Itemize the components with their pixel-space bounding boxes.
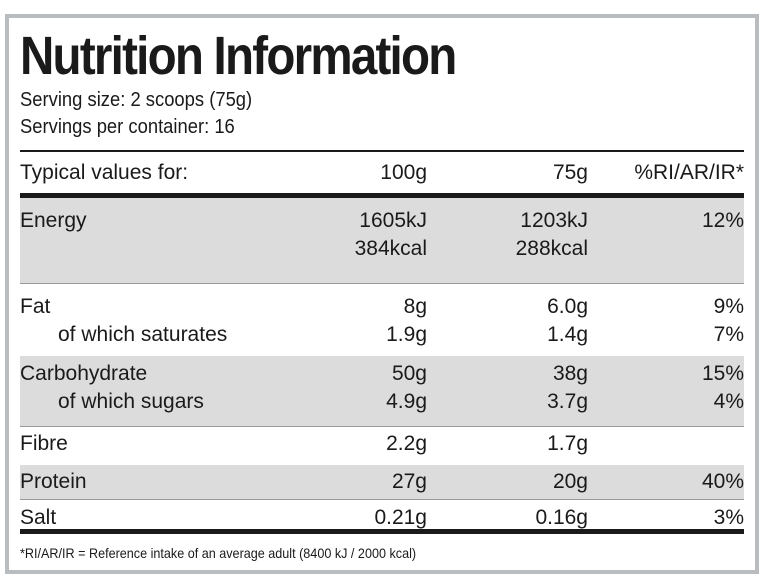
energy-100g-kcal: 384kcal [354,237,427,260]
carbohydrate-75g: 38g [552,362,588,385]
energy-100g-kj: 1605kJ [359,209,427,232]
header-top-rule [20,150,744,152]
row-divider [20,283,744,284]
saturates-label: of which saturates [58,323,228,346]
sugars-ri: 4% [713,390,744,413]
salt-75g: 0.16g [535,506,588,529]
carbohydrate-label: Carbohydrate [20,362,148,385]
fibre-label: Fibre [20,432,68,455]
sugars-label: of which sugars [58,390,204,413]
table-row-energy: Energy 1605kJ 384kcal 1203kJ 288kcal 12% [20,198,744,283]
saturates-75g: 1.4g [547,323,588,346]
table-row-salt: Salt 0.21g 0.16g 3% [20,500,744,529]
table-row-protein: Protein 27g 20g 40% [20,465,744,499]
saturates-100g: 1.9g [386,323,427,346]
fat-label: Fat [20,295,51,318]
protein-ri: 40% [701,470,744,493]
saturates-ri: 7% [713,323,744,346]
sugars-75g: 3.7g [547,390,588,413]
header-bottom-rule [20,193,744,198]
header-label: Typical values for: [20,161,189,184]
fibre-75g: 1.7g [547,432,588,455]
energy-75g-kcal: 288kcal [515,237,588,260]
table-row-carbohydrate: Carbohydrate 50g 38g 15% of which sugars… [20,356,744,426]
header-75g: 75g [552,161,588,184]
header-ri: %RI/AR/IR* [634,161,744,184]
carbohydrate-100g: 50g [391,362,427,385]
page-title: Nutrition Information [20,26,457,86]
row-divider [20,499,744,500]
fibre-100g: 2.2g [386,432,427,455]
fat-ri: 9% [713,295,744,318]
table-bottom-rule [20,529,744,534]
servings-per-container: Servings per container: 16 [20,116,235,138]
energy-ri: 12% [701,209,744,232]
protein-label: Protein [20,470,87,493]
fat-75g: 6.0g [547,295,588,318]
nutrition-label: Nutrition Information Serving size: 2 sc… [5,14,759,574]
energy-label: Energy [20,209,87,232]
energy-75g-kj: 1203kJ [520,209,588,232]
footnote: *RI/AR/IR = Reference intake of an avera… [20,545,417,561]
table-row-fibre: Fibre 2.2g 1.7g [20,427,744,465]
table-row-fat: Fat 8g 6.0g 9% of which saturates 1.9g 1… [20,284,744,356]
carbohydrate-ri: 15% [701,362,744,385]
sugars-100g: 4.9g [386,390,427,413]
nutrition-label-content: Nutrition Information Serving size: 2 sc… [20,18,744,570]
serving-size: Serving size: 2 scoops (75g) [20,89,253,111]
salt-100g: 0.21g [374,506,427,529]
protein-75g: 20g [552,470,588,493]
salt-label: Salt [20,506,57,529]
row-divider [20,426,744,427]
table-header-row: Typical values for: 100g 75g %RI/AR/IR* [20,158,744,192]
protein-100g: 27g [391,470,427,493]
fat-100g: 8g [403,295,427,318]
salt-ri: 3% [713,506,744,529]
header-100g: 100g [380,161,427,184]
